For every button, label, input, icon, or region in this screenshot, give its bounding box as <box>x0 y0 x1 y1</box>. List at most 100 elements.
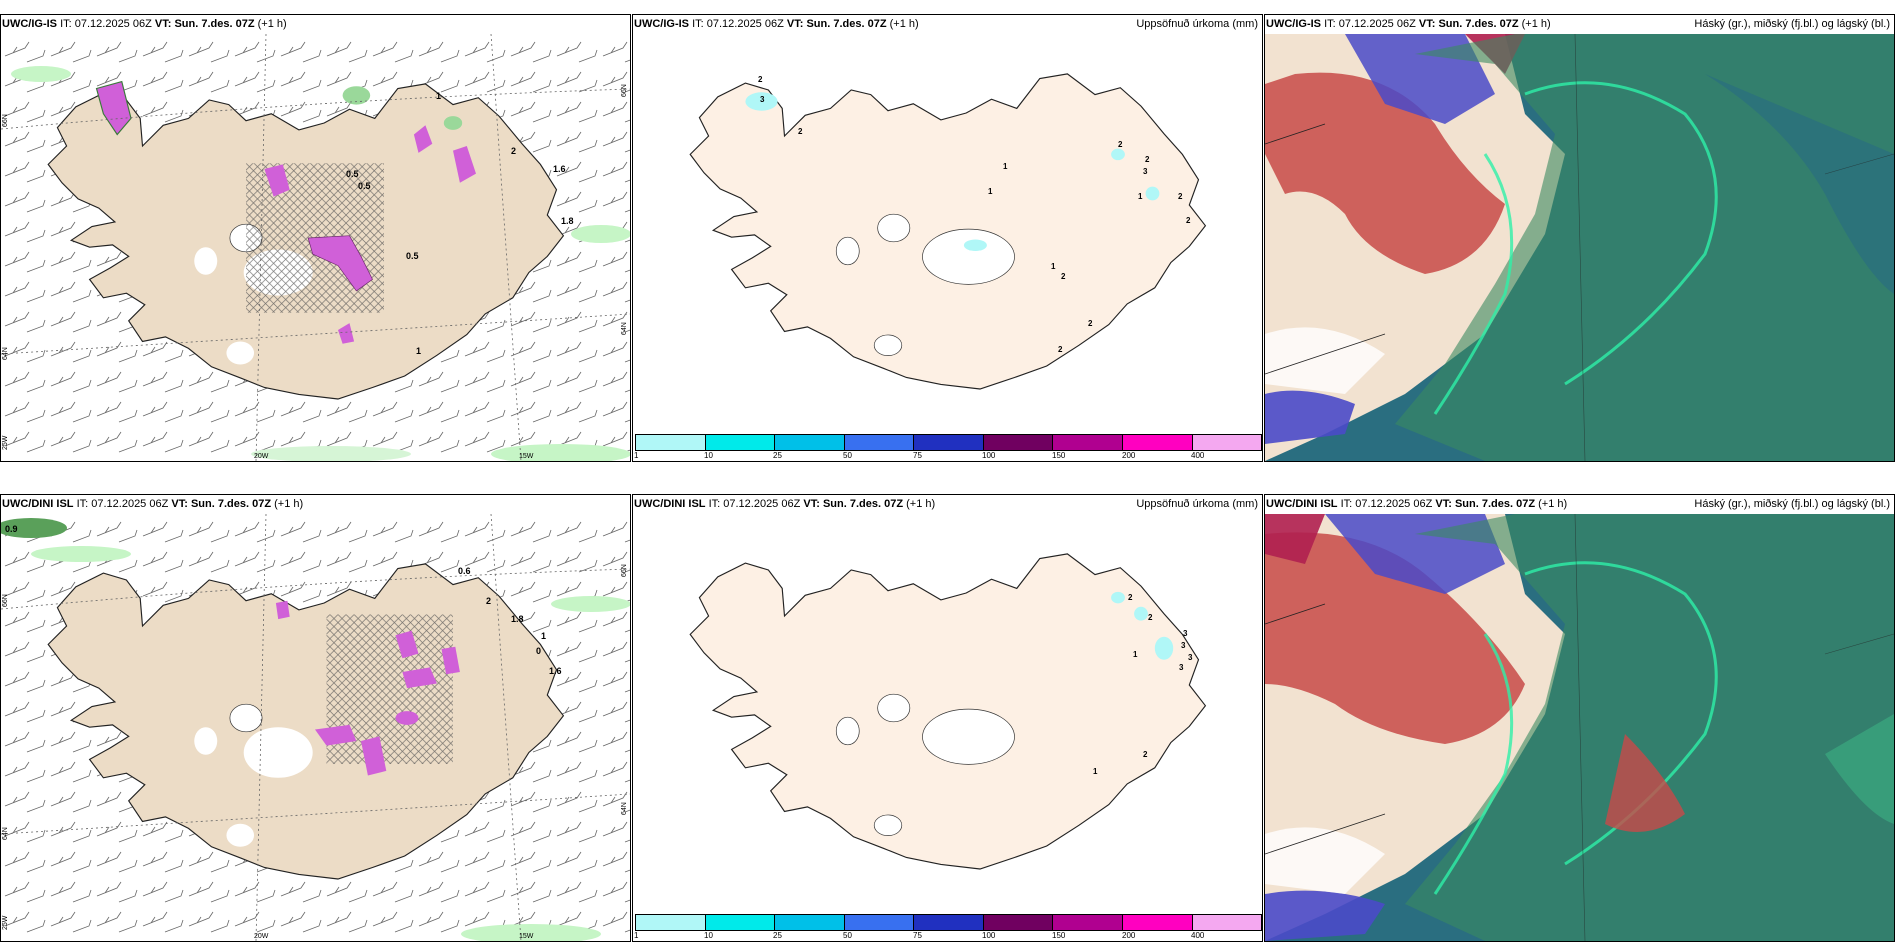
panel-title: UWC/DINI ISL IT: 07.12.2025 06Z VT: Sun.… <box>634 495 1260 513</box>
lat-label: 66N <box>2 114 9 127</box>
contour-label: 1 <box>436 91 441 101</box>
model-name: UWC/IG-IS <box>1266 18 1321 30</box>
colorbar-swatch <box>1122 915 1193 930</box>
lead-time: (+1 h) <box>274 498 304 510</box>
colorbar-swatch <box>775 435 845 450</box>
colorbar-tick: 100 <box>982 931 996 940</box>
contour-label: 2 <box>1118 140 1123 149</box>
lat-label-right: 66N <box>621 564 628 577</box>
panel-title: UWC/IG-IS IT: 07.12.2025 06Z VT: Sun. 7.… <box>1266 15 1892 33</box>
model-name: UWC/DINI ISL <box>2 498 74 510</box>
colorbar-tick: 150 <box>1052 931 1066 940</box>
colorbar-tick: 400 <box>1191 451 1205 460</box>
contour-label: 2 <box>1145 155 1150 164</box>
contour-label: 0.5 <box>406 251 419 261</box>
lat-label-right: 64N <box>621 802 628 815</box>
issue-time: 07.12.2025 06Z <box>91 498 169 510</box>
contour-label: 1 <box>1133 650 1138 659</box>
model-name: UWC/DINI ISL <box>634 498 706 510</box>
panel-title: UWC/IG-IS IT: 07.12.2025 06Z VT: Sun. 7.… <box>2 15 628 33</box>
panel-title: UWC/DINI ISL IT: 07.12.2025 06Z VT: Sun.… <box>2 495 628 513</box>
map-canvas <box>1265 514 1894 941</box>
valid-label: VT: <box>1418 18 1436 30</box>
valid-time: Sun. 7.des. 07Z <box>1438 18 1519 30</box>
colorbar-swatch <box>636 915 706 930</box>
colorbar-tick: 10 <box>704 451 713 460</box>
field-title: Uppsöfnuð úrkoma (mm) <box>1136 18 1258 30</box>
issue-time: 07.12.2025 06Z <box>74 18 152 30</box>
lead-time: (+1 h) <box>889 18 919 30</box>
lat-label-right: 66N <box>621 84 628 97</box>
contour-label: 2 <box>758 75 763 84</box>
colorbar-swatch <box>705 435 776 450</box>
issue-time: 07.12.2025 06Z <box>706 18 784 30</box>
field-title: Háský (gr.), miðský (fj.bl.) og lágský (… <box>1694 498 1890 510</box>
colorbar-tick: 150 <box>1052 451 1066 460</box>
precip-colorbar <box>635 434 1262 451</box>
contour-label: 3 <box>1181 641 1186 650</box>
model-name: UWC/IG-IS <box>634 18 689 30</box>
lead-time: (+1 h) <box>906 498 936 510</box>
colorbar-tick: 25 <box>773 931 782 940</box>
map-panel-ig-is-accum-precip: UWC/IG-IS IT: 07.12.2025 06Z VT: Sun. 7.… <box>632 14 1263 462</box>
lon-label: 15W <box>519 933 534 940</box>
colorbar-swatch <box>1192 435 1262 450</box>
colorbar-swatch <box>705 915 776 930</box>
colorbar-swatch <box>1053 435 1123 450</box>
lat-label-right: 64N <box>621 322 628 335</box>
contour-label: 1 <box>1138 192 1143 201</box>
lon-label: 20W <box>254 453 269 460</box>
contour-label: 2 <box>798 127 803 136</box>
lat-label: 25W <box>2 915 9 930</box>
colorbar-swatch <box>983 435 1054 450</box>
lat-label: 25W <box>2 435 9 450</box>
valid-label: VT: <box>154 18 172 30</box>
contour-label: 0.6 <box>458 566 471 576</box>
contour-label: 2 <box>1148 613 1153 622</box>
contour-label: 1.8 <box>561 216 574 226</box>
colorbar-ticks: 1 10 25 50 75 100 150 200 400 <box>634 931 1262 941</box>
colorbar-tick: 10 <box>704 931 713 940</box>
colorbar-swatch <box>636 435 706 450</box>
contour-label: 0 <box>536 646 541 656</box>
lat-label: 66N <box>2 594 9 607</box>
lon-label: 20W <box>254 933 269 940</box>
map-panel-dini-accum-precip: UWC/DINI ISL IT: 07.12.2025 06Z VT: Sun.… <box>632 494 1263 942</box>
lead-time: (+1 h) <box>1521 18 1551 30</box>
colorbar-tick: 200 <box>1122 931 1136 940</box>
valid-time: Sun. 7.des. 07Z <box>806 18 887 30</box>
colorbar-tick: 100 <box>982 451 996 460</box>
colorbar-swatch <box>1192 915 1262 930</box>
issue-time: 07.12.2025 06Z <box>1355 498 1433 510</box>
issue-time: 07.12.2025 06Z <box>1338 18 1416 30</box>
contour-label: 1 <box>416 346 421 356</box>
contour-label: 1.8 <box>511 614 524 624</box>
precip-colorbar <box>635 914 1262 931</box>
field-title: Uppsöfnuð úrkoma (mm) <box>1136 498 1258 510</box>
contour-label: 2 <box>486 596 491 606</box>
map-panel-ig-is-clouds: UWC/IG-IS IT: 07.12.2025 06Z VT: Sun. 7.… <box>1264 14 1895 462</box>
contour-label: 2 <box>1061 272 1066 281</box>
valid-label: VT: <box>1435 498 1452 510</box>
contour-label: 2 <box>1143 750 1148 759</box>
valid-time: Sun. 7.des. 07Z <box>190 498 272 510</box>
colorbar-swatch <box>1122 435 1193 450</box>
contour-label: 1.6 <box>549 666 562 676</box>
contour-label: 2 <box>1088 319 1093 328</box>
issue-label: IT: <box>1340 498 1353 510</box>
contour-label: 3 <box>1183 629 1188 638</box>
lon-label: 15W <box>519 453 534 460</box>
contour-label: 3 <box>1143 167 1148 176</box>
map-canvas: 0.9 0.6 2 1.8 0 1 1.6 <box>1 514 630 941</box>
valid-label: VT: <box>786 18 804 30</box>
panel-title: UWC/DINI ISL IT: 07.12.2025 06Z VT: Sun.… <box>1266 495 1892 513</box>
panel-title: UWC/IG-IS IT: 07.12.2025 06Z VT: Sun. 7.… <box>634 15 1260 33</box>
map-panel-dini-clouds: UWC/DINI ISL IT: 07.12.2025 06Z VT: Sun.… <box>1264 494 1895 942</box>
issue-time: 07.12.2025 06Z <box>723 498 801 510</box>
colorbar-tick: 75 <box>913 451 922 460</box>
contour-label: 2 <box>511 146 516 156</box>
lat-label: 64N <box>2 827 9 840</box>
contour-label: 1 <box>1003 162 1008 171</box>
colorbar-tick: 25 <box>773 451 782 460</box>
model-name: UWC/IG-IS <box>2 18 57 30</box>
